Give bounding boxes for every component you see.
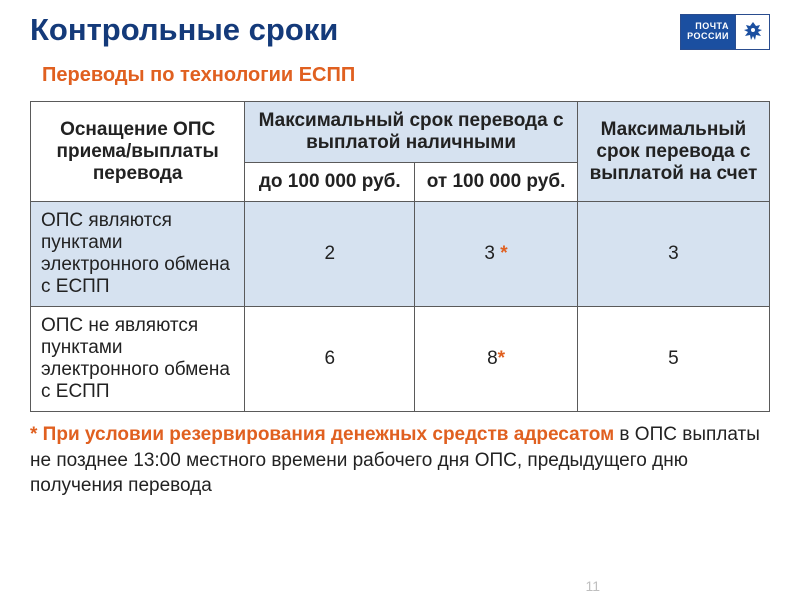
logo-badge: ПОЧТА РОССИИ (680, 14, 770, 50)
row-label: ОПС являются пунктами электронного обмен… (31, 202, 245, 307)
cell-v2-value: 8 (487, 348, 498, 369)
page-subtitle: Переводы по технологии ЕСПП (42, 64, 770, 87)
cell-v2: 3 * (415, 202, 578, 307)
cell-v3: 5 (577, 307, 769, 412)
row-label: ОПС не являются пунктами электронного об… (31, 307, 245, 412)
table-body: ОПС являются пунктами электронного обмен… (31, 202, 770, 412)
th-equipment: Оснащение ОПС приема/выплаты перевода (31, 102, 245, 202)
logo-line2: РОССИИ (687, 32, 729, 42)
cell-v2: 8* (415, 307, 578, 412)
th-account: Максимальный срок перевода с выплатой на… (577, 102, 769, 202)
cell-v3: 3 (577, 202, 769, 307)
eagle-icon (741, 20, 765, 44)
deadlines-table: Оснащение ОПС приема/выплаты перевода Ма… (30, 101, 770, 412)
table-row: ОПС не являются пунктами электронного об… (31, 307, 770, 412)
logo-emblem (735, 15, 769, 49)
logo-text: ПОЧТА РОССИИ (681, 15, 735, 49)
footnote-star-icon: * (498, 348, 505, 369)
cell-v1: 2 (245, 202, 415, 307)
footnote: * При условии резервирования денежных ср… (30, 422, 770, 499)
cell-v1: 6 (245, 307, 415, 412)
th-upto-100k: до 100 000 руб. (245, 163, 415, 202)
page-number: 11 (585, 578, 600, 594)
th-cash-group: Максимальный срок перевода с выплатой на… (245, 102, 578, 163)
table-row: ОПС являются пунктами электронного обмен… (31, 202, 770, 307)
page-title: Контрольные сроки (30, 12, 770, 48)
footnote-highlight: При условии резервирования денежных сред… (37, 424, 614, 445)
footnote-star-icon: * (500, 243, 507, 264)
cell-v2-value: 3 (484, 243, 495, 264)
th-from-100k: от 100 000 руб. (415, 163, 578, 202)
